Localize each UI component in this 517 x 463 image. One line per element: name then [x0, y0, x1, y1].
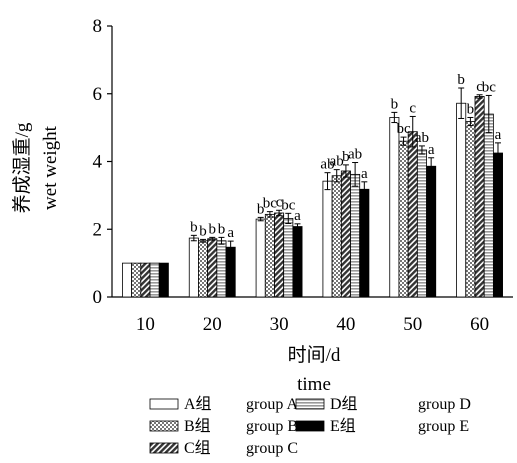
significance-label: b: [257, 201, 265, 217]
legend-label-en: group B: [246, 418, 298, 435]
significance-label: ab: [415, 130, 429, 146]
legend-label-en: group E: [418, 418, 469, 435]
legend-label-cn: C组: [184, 439, 211, 457]
significance-label: b: [467, 101, 475, 117]
y-tick-label: 6: [93, 84, 103, 105]
x-tick-label: 50: [403, 314, 422, 335]
x-tick-label: 10: [136, 314, 155, 335]
bar: [340, 170, 351, 298]
y-ticks: 0 2 4 6 8: [93, 16, 112, 308]
significance-label: bc: [482, 79, 497, 95]
significance-label: c: [476, 79, 483, 95]
bar: [216, 240, 227, 298]
y-axis-label-en: wet weight: [40, 125, 61, 210]
significance-label: bc: [263, 196, 278, 212]
significance-label: b: [209, 221, 217, 237]
significance-label: ab: [348, 147, 362, 163]
significance-label: a: [428, 142, 435, 158]
significance-label: b: [457, 72, 465, 88]
significance-label: a: [227, 225, 234, 241]
bar: [264, 213, 275, 298]
legend-label-cn: E组: [330, 417, 356, 435]
significance-label: a: [361, 166, 368, 182]
legend-swatch: [295, 420, 325, 432]
significance-label: b: [199, 223, 207, 239]
y-tick-label: 2: [93, 219, 103, 240]
significance-label: bc: [396, 121, 411, 137]
bar: [274, 212, 285, 298]
bar: [255, 218, 266, 298]
legend: A组 group A B组 group B C组 group C D组 group D E组 gr…: [149, 395, 471, 457]
legend-label-cn: B组: [184, 417, 211, 435]
bar: [225, 246, 236, 298]
bar: [398, 140, 409, 298]
significance-label: c: [409, 100, 416, 116]
bar: [131, 262, 142, 298]
error-bars: [190, 87, 501, 254]
y-tick-label: 4: [93, 152, 103, 173]
legend-label-en: group C: [246, 440, 298, 457]
significance-label: b: [342, 149, 350, 165]
bar: [456, 102, 467, 298]
y-tick-label: 0: [93, 287, 103, 308]
x-axis-label-cn: 时间/d: [288, 344, 341, 366]
x-ticks: 10 20 30 40 50 60: [136, 314, 489, 335]
bar: [292, 226, 303, 298]
legend-swatch: [149, 442, 179, 454]
x-axis-label-en: time: [297, 374, 331, 395]
bar: [474, 96, 485, 298]
bar: [483, 113, 494, 298]
y-tick-label: 8: [93, 16, 103, 37]
bar: [207, 238, 218, 298]
bar: [389, 117, 400, 298]
bar: [149, 262, 160, 298]
legend-label-en: group D: [418, 396, 471, 413]
significance-label: b: [391, 96, 399, 112]
bar: [350, 173, 361, 298]
significance-label: b: [218, 221, 226, 237]
bar: [140, 262, 151, 298]
bar: [331, 175, 342, 298]
bar: [407, 131, 418, 298]
bar: [122, 262, 133, 298]
bar: [465, 121, 476, 298]
x-tick-label: 20: [203, 314, 222, 335]
axes: [111, 26, 513, 298]
bar: [492, 152, 503, 298]
legend-swatch: [295, 398, 325, 410]
significance-label: ab: [320, 157, 334, 173]
legend-label-en: group A: [246, 396, 298, 413]
significance-label: c: [276, 194, 283, 210]
significance-label: bc: [281, 197, 296, 213]
bars: [122, 96, 503, 298]
bar: [283, 218, 294, 298]
bar: [322, 180, 333, 298]
legend-label-cn: A组: [184, 395, 212, 413]
bar: [416, 149, 427, 298]
x-tick-label: 30: [270, 314, 289, 335]
x-tick-label: 60: [470, 314, 489, 335]
legend-swatch: [149, 398, 179, 410]
legend-swatch: [149, 420, 179, 432]
bar: [198, 240, 209, 298]
significance-label: a: [495, 127, 502, 143]
legend-label-cn: D组: [330, 395, 358, 413]
x-tick-label: 40: [336, 314, 355, 335]
bar: [188, 237, 199, 298]
bar: [359, 188, 370, 298]
bar: [158, 262, 169, 298]
y-axis-label-cn: 养成湿重/g: [11, 122, 33, 213]
bar: [426, 165, 437, 298]
significance-label: a: [294, 208, 301, 224]
significance-label: ab: [330, 154, 344, 170]
significance-label: b: [190, 219, 198, 235]
